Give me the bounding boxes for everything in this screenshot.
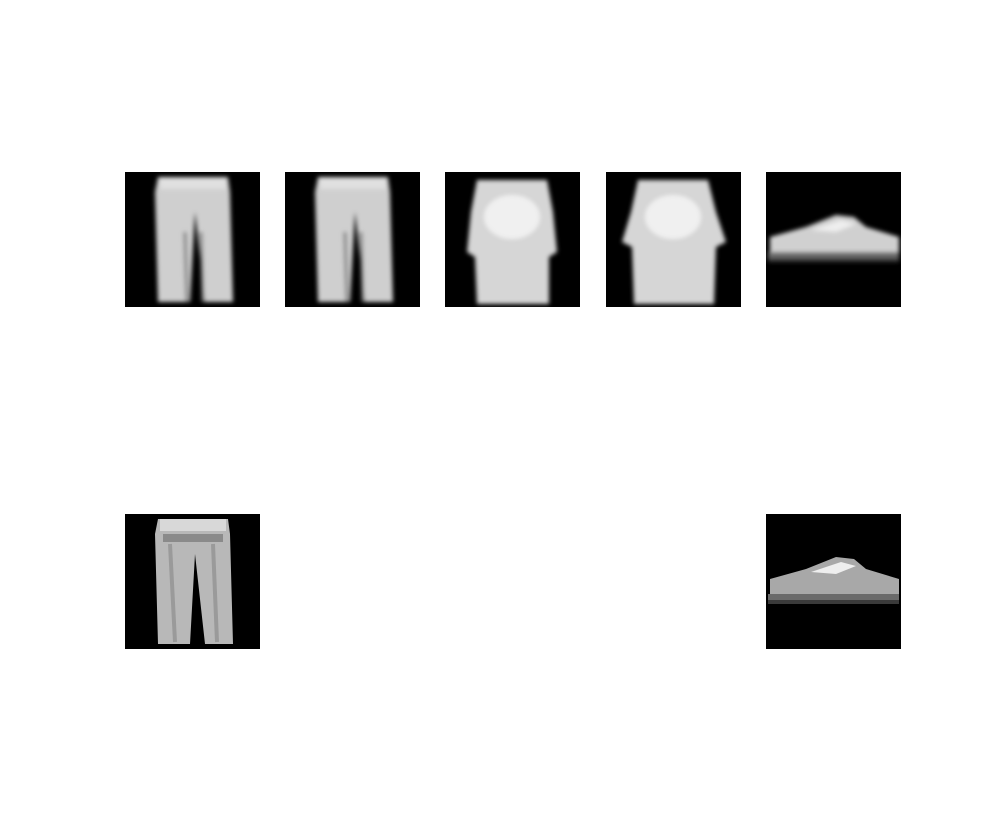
- panel-row1-col1-trousers-image: [125, 172, 260, 307]
- panel-row1-col4-shirt-image: [606, 172, 741, 307]
- panel-row1-col5-sneaker-image: [766, 172, 901, 307]
- panel-row1-col2-trousers-image: [285, 172, 420, 307]
- panel-row2-col1-trousers-image: [125, 514, 260, 649]
- panel-row1-col3-shirt-image: [445, 172, 580, 307]
- panel-row2-col5-sneaker-image: [766, 514, 901, 649]
